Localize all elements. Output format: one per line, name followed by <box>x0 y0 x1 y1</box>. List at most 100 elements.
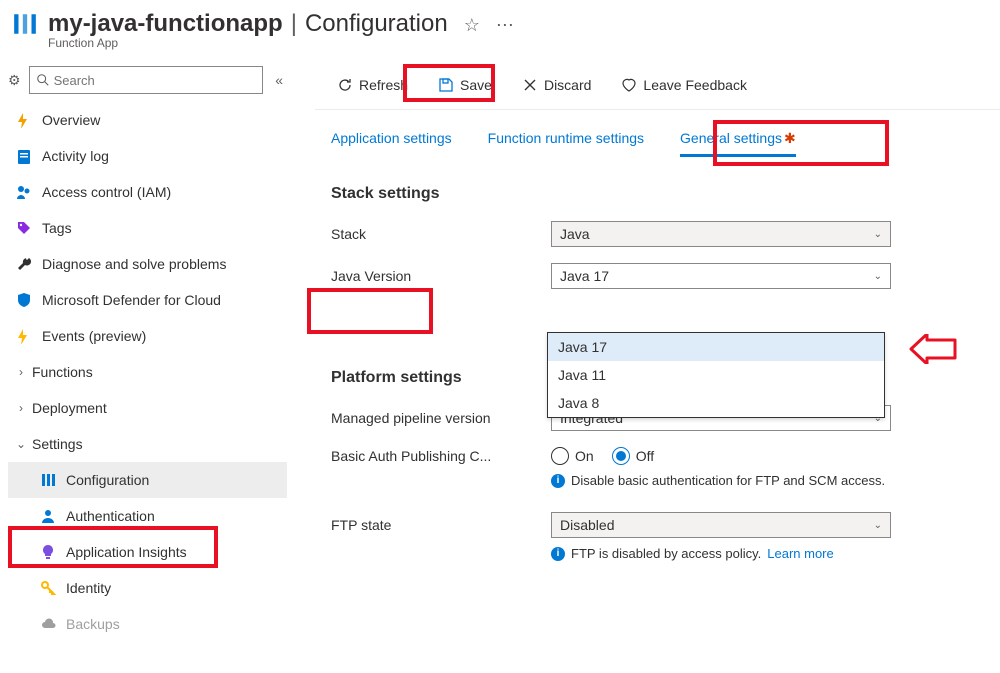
tab-runtime-settings[interactable]: Function runtime settings <box>488 130 644 155</box>
sidebar-group-functions[interactable]: › Functions <box>8 354 287 390</box>
gear-icon[interactable]: ⚙ <box>8 72 21 89</box>
feedback-button[interactable]: Leave Feedback <box>615 73 753 97</box>
sidebar-item-label: Identity <box>66 580 111 596</box>
chevron-down-icon: ⌄ <box>874 229 882 240</box>
refresh-button[interactable]: Refresh <box>331 73 414 97</box>
refresh-label: Refresh <box>359 77 408 93</box>
key-icon <box>38 578 58 598</box>
sidebar-group-label: Functions <box>32 364 93 380</box>
stack-value: Java <box>560 226 590 242</box>
off-label: Off <box>636 448 654 464</box>
pipeline-label: Managed pipeline version <box>331 410 551 426</box>
chevron-down-icon: ⌄ <box>874 520 882 531</box>
search-icon <box>36 73 50 87</box>
sidebar-group-label: Deployment <box>32 400 107 416</box>
save-label: Save <box>460 77 492 93</box>
java-version-select[interactable]: Java 17 ⌄ <box>551 263 891 289</box>
sidebar-item-label: Diagnose and solve problems <box>42 256 226 272</box>
sidebar-group-label: Settings <box>32 436 83 452</box>
sidebar-item-diagnose-and-solve-problems[interactable]: Diagnose and solve problems <box>8 246 287 282</box>
tab-application-settings[interactable]: Application settings <box>331 130 452 155</box>
sidebar-item-label: Access control (IAM) <box>42 184 171 200</box>
app-icon <box>12 11 38 37</box>
sidebar-item-label: Events (preview) <box>42 328 146 344</box>
sidebar-item-label: Configuration <box>66 472 149 488</box>
sidebar-item-label: Backups <box>66 616 120 632</box>
sidebar-item-identity[interactable]: Identity <box>8 570 287 606</box>
sidebar-item-backups[interactable]: Backups <box>8 606 287 642</box>
sidebar-item-label: Overview <box>42 112 100 128</box>
tab-general-label: General settings <box>680 130 782 146</box>
search-input-wrapper[interactable] <box>29 66 264 94</box>
sidebar-item-microsoft-defender-for-cloud[interactable]: Microsoft Defender for Cloud <box>8 282 287 318</box>
stack-select[interactable]: Java ⌄ <box>551 221 891 247</box>
auth-info-text: Disable basic authentication for FTP and… <box>571 473 885 488</box>
dirty-indicator: ✱ <box>784 130 796 146</box>
more-icon[interactable]: ⋯ <box>496 15 515 36</box>
chevron-icon: › <box>14 401 28 415</box>
favorite-icon[interactable]: ☆ <box>464 15 480 36</box>
bars-icon <box>38 470 58 490</box>
sidebar-item-label: Microsoft Defender for Cloud <box>42 292 221 308</box>
basic-auth-label: Basic Auth Publishing C... <box>331 448 551 464</box>
bolt-icon <box>14 326 34 346</box>
ftp-value: Disabled <box>560 517 614 533</box>
basic-auth-off-radio[interactable]: Off <box>612 447 654 465</box>
dropdown-option[interactable]: Java 8 <box>548 389 884 417</box>
sidebar-group-settings[interactable]: ⌄ Settings <box>8 426 287 462</box>
dropdown-option[interactable]: Java 17 <box>548 333 884 361</box>
sidebar-item-activity-log[interactable]: Activity log <box>8 138 287 174</box>
resource-type: Function App <box>48 36 1000 60</box>
ftp-select[interactable]: Disabled ⌄ <box>551 512 891 538</box>
page-section: Configuration <box>305 10 448 38</box>
chevron-icon: ⌄ <box>14 437 28 451</box>
sidebar-group-deployment[interactable]: › Deployment <box>8 390 287 426</box>
app-title: my-java-functionapp <box>48 10 283 38</box>
dropdown-option[interactable]: Java 11 <box>548 361 884 389</box>
arrow-callout-icon <box>909 334 957 364</box>
shield-icon <box>14 290 34 310</box>
java-version-value: Java 17 <box>560 268 609 284</box>
sidebar-item-tags[interactable]: Tags <box>8 210 287 246</box>
sidebar-item-access-control-iam-[interactable]: Access control (IAM) <box>8 174 287 210</box>
stack-label: Stack <box>331 226 551 242</box>
highlight-box <box>307 288 433 334</box>
chevron-icon: › <box>14 365 28 379</box>
info-icon: i <box>551 474 565 488</box>
stack-heading: Stack settings <box>331 185 1000 203</box>
java-version-dropdown[interactable]: Java 17 Java 11 Java 8 <box>547 332 885 418</box>
ftp-label: FTP state <box>331 517 551 533</box>
chevron-down-icon: ⌄ <box>874 271 882 282</box>
on-label: On <box>575 448 594 464</box>
basic-auth-on-radio[interactable]: On <box>551 447 594 465</box>
collapse-sidebar-icon[interactable]: « <box>271 72 287 88</box>
sidebar-item-label: Tags <box>42 220 72 236</box>
sidebar-item-overview[interactable]: Overview <box>8 102 287 138</box>
discard-label: Discard <box>544 77 591 93</box>
info-icon: i <box>551 547 565 561</box>
cloud-icon <box>38 614 58 634</box>
wrench-icon <box>14 254 34 274</box>
feedback-label: Leave Feedback <box>643 77 747 93</box>
sidebar-item-configuration[interactable]: Configuration <box>8 462 287 498</box>
sidebar-item-application-insights[interactable]: Application Insights <box>8 534 287 570</box>
java-version-label: Java Version <box>331 268 551 284</box>
bulb-icon <box>38 542 58 562</box>
sidebar-item-label: Authentication <box>66 508 155 524</box>
iam-icon <box>14 182 34 202</box>
sidebar-item-label: Activity log <box>42 148 109 164</box>
search-input[interactable] <box>54 73 257 88</box>
tab-general-settings[interactable]: General settings✱ <box>680 130 796 155</box>
sidebar-item-authentication[interactable]: Authentication <box>8 498 287 534</box>
bolt-icon <box>14 110 34 130</box>
sidebar-item-label: Application Insights <box>66 544 187 560</box>
learn-more-link[interactable]: Learn more <box>767 546 833 561</box>
ftp-info-text: FTP is disabled by access policy. <box>571 546 761 561</box>
person-icon <box>38 506 58 526</box>
log-icon <box>14 146 34 166</box>
tag-icon <box>14 218 34 238</box>
discard-button[interactable]: Discard <box>516 73 597 97</box>
title-separator: | <box>291 10 297 38</box>
sidebar-item-events-preview-[interactable]: Events (preview) <box>8 318 287 354</box>
save-button[interactable]: Save <box>432 73 498 97</box>
